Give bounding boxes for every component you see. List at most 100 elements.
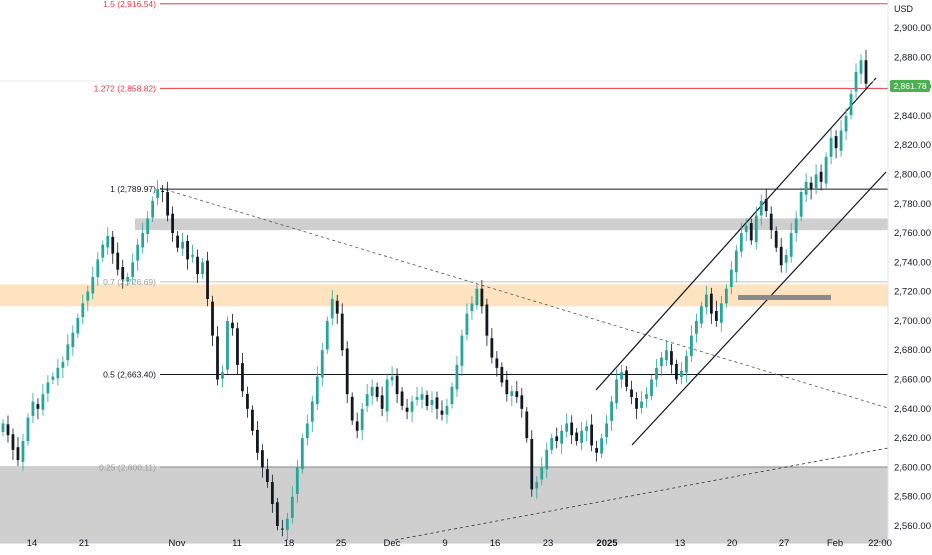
candle[interactable] [390,366,394,387]
candle[interactable] [764,188,768,217]
candle[interactable] [675,359,678,384]
candle[interactable] [51,372,55,385]
candle[interactable] [565,413,569,438]
candle[interactable] [360,402,364,441]
candle[interactable] [370,379,374,405]
candle[interactable] [345,341,349,403]
candle[interactable] [21,433,25,471]
candle[interactable] [739,222,743,258]
candle[interactable] [824,152,828,188]
candle[interactable] [1,419,5,437]
candle[interactable] [265,458,269,488]
candle[interactable] [595,440,599,462]
candle[interactable] [270,474,274,513]
candle[interactable] [655,359,658,387]
candle[interactable] [834,130,838,159]
candle[interactable] [246,386,249,418]
candle[interactable] [640,391,643,414]
candle[interactable] [699,301,703,328]
candle[interactable] [590,414,594,452]
candle[interactable] [550,433,554,455]
candle[interactable] [111,231,115,264]
candle[interactable] [829,129,833,165]
candle[interactable] [535,476,539,499]
candle[interactable] [605,414,609,445]
candle[interactable] [779,238,783,273]
candle[interactable] [400,387,404,411]
candle[interactable] [809,176,813,200]
candle[interactable] [186,235,189,270]
candle[interactable] [355,412,359,439]
candle[interactable] [600,433,604,459]
candle[interactable] [525,407,529,443]
candle[interactable] [480,279,484,314]
candle[interactable] [385,373,389,422]
candle[interactable] [580,422,584,451]
candle[interactable] [620,364,623,389]
candle[interactable] [799,187,803,222]
candle[interactable] [141,222,145,254]
candle[interactable] [660,351,663,377]
candle[interactable] [275,497,279,531]
candle[interactable] [794,211,798,242]
candle[interactable] [854,63,858,99]
candle[interactable] [714,300,718,327]
candle[interactable] [769,206,773,239]
candle[interactable] [11,428,15,461]
candle[interactable] [470,296,474,320]
candle[interactable] [46,375,50,403]
candle[interactable] [665,339,668,367]
candle[interactable] [86,285,90,311]
candle[interactable] [430,391,434,413]
candle[interactable] [106,227,110,255]
candle[interactable] [410,395,414,423]
candle[interactable] [704,285,708,315]
candle[interactable] [759,194,763,226]
candle[interactable] [305,414,309,446]
candle[interactable] [375,382,379,402]
candle[interactable] [540,457,544,486]
candle[interactable] [510,385,514,407]
candle[interactable] [81,294,85,325]
candle[interactable] [136,238,140,271]
candle[interactable] [749,218,753,245]
candle[interactable] [415,386,419,406]
candle[interactable] [66,334,70,367]
candle[interactable] [560,424,564,454]
candle[interactable] [405,398,409,420]
candle[interactable] [61,356,65,379]
candle[interactable] [515,380,519,403]
candle[interactable] [196,249,199,283]
candle[interactable] [475,284,479,310]
candle[interactable] [76,313,80,338]
candle[interactable] [680,361,683,385]
candle[interactable] [41,383,45,416]
candle[interactable] [226,316,229,374]
candle[interactable] [570,415,574,444]
candle[interactable] [490,327,494,364]
candle[interactable] [31,392,35,424]
candle[interactable] [495,351,499,377]
candle[interactable] [465,303,469,341]
candle[interactable] [819,164,823,191]
candle[interactable] [26,413,30,446]
candle[interactable] [126,272,130,287]
candle[interactable] [290,486,294,524]
candle[interactable] [425,390,429,411]
candle[interactable] [231,313,234,336]
candle[interactable] [440,400,444,421]
candle[interactable] [630,380,633,405]
candle[interactable] [814,164,818,195]
candle[interactable] [719,296,723,332]
candle[interactable] [520,388,524,418]
candle[interactable] [280,519,284,537]
candle[interactable] [395,368,399,403]
candle[interactable] [36,398,40,420]
candle[interactable] [505,371,509,402]
candle[interactable] [121,259,125,289]
candle[interactable] [670,343,673,374]
candle[interactable] [625,366,628,392]
candle[interactable] [236,322,239,376]
candle[interactable] [635,392,638,420]
